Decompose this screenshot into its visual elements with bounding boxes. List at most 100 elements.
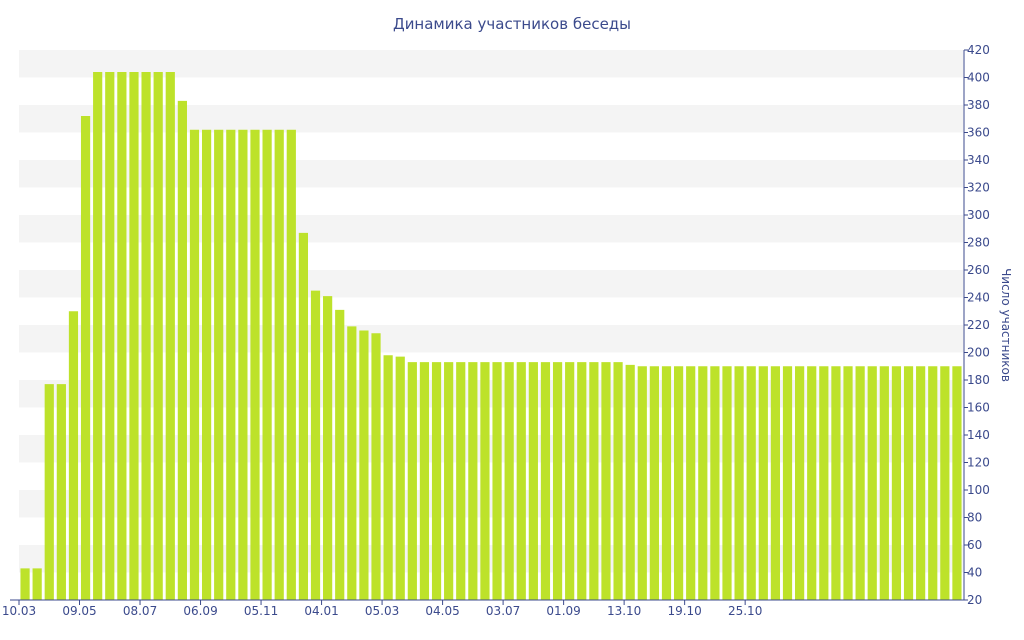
x-tick-label: 13.10 [607,604,641,618]
bar [637,366,647,600]
y-tick-label: 400 [967,71,990,85]
bar [879,366,889,600]
y-tick-label: 80 [967,511,982,525]
bar [698,366,708,600]
grid-band [19,490,963,518]
y-tick-label: 60 [967,538,982,552]
bar [540,362,551,600]
bar [201,129,212,600]
y-tick-label: 420 [967,43,990,57]
y-tick-label: 300 [967,208,990,222]
bar [492,362,502,600]
grid-band [19,50,963,78]
y-tick-label: 260 [967,263,990,277]
bar [480,362,490,600]
y-tick-label: 360 [967,126,990,140]
bar [117,72,127,600]
bar [589,362,599,600]
bar [613,362,623,600]
bar [807,366,817,600]
bar [335,309,345,600]
grid-band [19,105,963,133]
bar [456,362,466,600]
grid-bands [19,50,963,573]
y-tick-label: 120 [967,456,990,470]
bar [770,366,781,600]
bar [347,326,357,600]
bar [782,366,793,600]
bar [32,568,42,600]
bar [710,366,720,600]
grid-band [19,160,963,188]
bar [44,384,54,600]
y-tick-label: 240 [967,291,990,305]
bar [516,362,526,600]
bar-series [20,72,962,600]
y-tick-label: 320 [967,181,990,195]
x-tick-label: 05.11 [244,604,278,618]
grid-band [19,380,963,408]
bar [359,330,369,600]
grid-band [19,215,963,243]
bar [928,366,938,600]
bar [855,366,865,600]
bar [843,366,853,600]
y-tick-label: 280 [967,236,990,250]
bar [189,129,200,600]
bar [891,366,902,600]
grid-band [19,270,963,298]
bar [903,366,914,600]
bar [746,366,756,600]
bar [323,296,333,600]
x-tick-label: 01.09 [546,604,580,618]
bar [601,362,611,600]
bar [565,362,575,600]
bar [274,129,284,600]
bar [831,366,841,600]
y-tick-label: 160 [967,401,990,415]
bar [129,72,139,600]
bar [819,366,829,600]
bar [238,129,248,600]
bar [395,356,405,600]
y-tick-label: 340 [967,153,990,167]
bar [286,129,296,600]
x-tick-label: 06.09 [183,604,217,618]
bar [952,366,962,600]
x-tick-label: 10.03 [2,604,36,618]
bar [552,362,563,600]
bar [673,366,684,600]
bar [226,129,236,600]
bar [93,72,103,600]
bar [431,362,442,600]
x-tick-label: 25.10 [728,604,762,618]
bar [504,362,514,600]
bar [407,362,417,600]
bar [468,362,478,600]
bar [625,364,635,600]
bar [686,366,696,600]
grid-band [19,435,963,463]
bar [80,116,91,600]
bar [795,366,805,600]
y-tick-label: 20 [967,593,982,607]
y-tick-label: 100 [967,483,990,497]
x-tick-label: 04.01 [304,604,338,618]
y-tick-label: 200 [967,346,990,360]
chart-title: Динамика участников беседы [393,15,631,33]
bar [250,129,260,600]
x-tick-label: 08.07 [123,604,157,618]
bar [867,366,877,600]
bar [916,366,926,600]
y-tick-label: 140 [967,428,990,442]
bar [722,366,732,600]
bar [383,355,393,600]
y-tick-label: 380 [967,98,990,112]
bar [734,366,744,600]
bar [68,311,79,600]
bar [444,362,454,600]
y-tick-label: 180 [967,373,990,387]
bar [661,366,672,600]
